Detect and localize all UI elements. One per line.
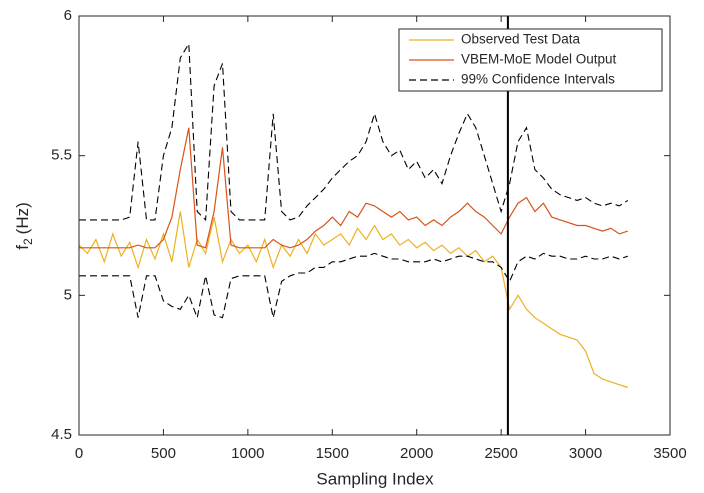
y-label-unit: (Hz) [13,202,32,234]
y-label-base: f [13,245,32,250]
series-line [79,252,628,320]
legend-label: Observed Test Data [461,32,581,47]
series-line [78,211,628,389]
x-tick-label: 3000 [569,445,602,462]
y-tick-label: 5.5 [51,147,72,164]
x-tick-label: 3500 [653,445,686,462]
x-axis-label: Sampling Index [316,469,434,488]
y-tick-label: 5 [64,286,72,303]
legend-label: VBEM-MoE Model Output [461,52,617,67]
x-tick-label: 2500 [484,445,517,462]
y-axis-label: f2 (Hz) [13,202,35,250]
series-line [79,42,629,222]
x-tick-label: 0 [75,445,83,462]
legend-box [398,28,663,92]
axes-box [78,15,671,436]
x-tick-label: 500 [151,445,176,462]
y-tick-label: 6 [64,7,72,24]
x-tick-label: 1000 [231,445,264,462]
x-tick-label: 1500 [316,445,349,462]
series-line [79,127,628,249]
x-tick-label: 2000 [400,445,433,462]
y-label-sub: 2 [21,238,35,245]
legend-label: 99% Confidence Intervals [461,72,615,87]
y-tick-label: 4.5 [51,426,72,443]
